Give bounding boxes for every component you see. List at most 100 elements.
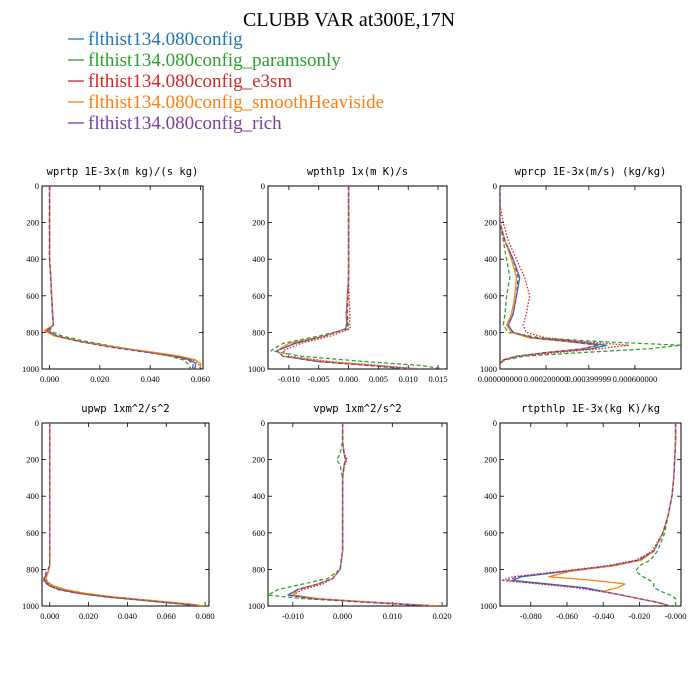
x-tick-label: -0.000	[665, 611, 687, 621]
series-group	[270, 186, 445, 369]
y-tick-label: 400	[484, 491, 497, 501]
legend-item: flthist134.080config	[68, 29, 243, 50]
legend-label: flthist134.080config_rich	[88, 113, 282, 134]
x-tick-label: 0.000	[333, 611, 352, 621]
y-tick-label: 800	[484, 564, 497, 574]
x-tick-label: 0.060	[157, 611, 176, 621]
series-line	[635, 423, 677, 606]
x-tick-label: 0.010	[399, 374, 418, 384]
plot-frame	[499, 185, 682, 370]
series-line	[46, 186, 197, 369]
series-line	[43, 423, 202, 606]
series-group	[43, 423, 206, 606]
x-tick-label: 0.080	[196, 611, 215, 621]
x-tick-label: 0.005	[369, 374, 388, 384]
x-tick-label: 0.010	[383, 611, 402, 621]
series-group	[501, 423, 677, 606]
y-tick-label: 400	[484, 254, 497, 264]
series-line	[501, 423, 677, 606]
legend-label: flthist134.080config	[88, 29, 243, 50]
plot-frame	[267, 422, 448, 607]
panel-title: vpwp 1xm^2/s^2	[313, 403, 402, 415]
series-line	[506, 423, 677, 606]
chart-panel: vpwp 1xm^2/s^2 0 200 400 600 800 1000 -0.010 0.0…	[248, 403, 452, 621]
chart-panel: wprtp 1E-3x(m kg)/(s kg) 0 200 400 600 800 100…	[22, 166, 210, 384]
x-tick-label: -0.010	[282, 611, 304, 621]
series-group	[268, 423, 443, 606]
y-tick-label: 200	[26, 218, 39, 228]
legend-item: flthist134.080config_paramsonly	[68, 50, 341, 71]
legend-item: flthist134.080config_smoothHeaviside	[68, 92, 384, 113]
panel-title: wprcp 1E-3x(m/s) (kg/kg)	[515, 166, 667, 178]
series-line	[45, 423, 198, 606]
x-tick-label: 0.000	[40, 374, 59, 384]
series-line	[287, 423, 433, 606]
x-tick-label: 0.000399999	[567, 374, 612, 384]
series-group	[500, 186, 681, 369]
x-tick-label: 0.040	[118, 611, 137, 621]
y-tick-label: 600	[26, 528, 39, 538]
x-tick-label: 0.000	[339, 374, 358, 384]
y-tick-label: 800	[26, 564, 39, 574]
y-tick-label: 600	[252, 528, 265, 538]
panel-title: upwp 1xm^2/s^2	[81, 403, 170, 415]
series-line	[43, 423, 200, 606]
series-line	[292, 423, 438, 606]
panel-title: wprtp 1E-3x(m kg)/(s kg)	[47, 166, 199, 178]
y-tick-label: 200	[252, 218, 265, 228]
y-tick-label: 200	[484, 218, 497, 228]
y-tick-label: 0	[261, 418, 265, 428]
y-tick-label: 0	[493, 418, 497, 428]
x-tick-label: 0.000000000	[478, 374, 523, 384]
y-tick-label: 800	[26, 327, 39, 337]
x-tick-label: 0.000	[40, 611, 59, 621]
figure-title: CLUBB VAR at300E,17N	[243, 9, 455, 31]
y-tick-label: 0	[35, 181, 39, 191]
panel-title: rtpthlp 1E-3x(kg K)/kg	[521, 403, 660, 415]
legend-label: flthist134.080config_smoothHeaviside	[88, 92, 384, 113]
y-tick-label: 1000	[248, 601, 265, 611]
y-tick-label: 1000	[248, 364, 265, 374]
series-line	[292, 423, 443, 606]
series-line	[512, 423, 677, 606]
x-tick-label: 0.060	[191, 374, 210, 384]
series-line	[43, 186, 202, 369]
y-tick-label: 0	[493, 181, 497, 191]
y-tick-label: 1000	[22, 601, 39, 611]
y-tick-label: 600	[484, 528, 497, 538]
series-line	[46, 186, 194, 369]
x-tick-label: -0.020	[628, 611, 650, 621]
y-tick-label: 400	[252, 491, 265, 501]
y-tick-label: 800	[252, 327, 265, 337]
chart-panels: wprtp 1E-3x(m kg)/(s kg) 0 200 400 600 800 100…	[22, 166, 687, 621]
legend: flthist134.080configflthist134.080config…	[68, 29, 384, 134]
series-line	[48, 186, 192, 369]
x-tick-label: -0.060	[556, 611, 578, 621]
x-tick-label: -0.005	[308, 374, 330, 384]
x-tick-label: 0.015	[428, 374, 447, 384]
legend-item: flthist134.080config_e3sm	[68, 71, 292, 92]
y-tick-label: 400	[252, 254, 265, 264]
chart-panel: wprcp 1E-3x(m/s) (kg/kg) 0 200 400 600 800 100…	[478, 166, 682, 384]
y-tick-label: 600	[484, 291, 497, 301]
y-tick-label: 400	[26, 491, 39, 501]
series-line	[548, 423, 677, 606]
series-line	[268, 423, 433, 606]
y-tick-label: 800	[252, 564, 265, 574]
series-line	[43, 423, 204, 606]
x-tick-label: -0.040	[592, 611, 614, 621]
legend-label: flthist134.080config_paramsonly	[88, 50, 341, 71]
chart-panel: rtpthlp 1E-3x(kg K)/kg 0 200 400 600 800 1000 -…	[480, 403, 687, 621]
x-tick-label: 0.020	[79, 611, 98, 621]
series-line	[276, 186, 409, 369]
panel-title: wpthlp 1x(m K)/s	[307, 166, 408, 178]
y-tick-label: 800	[484, 327, 497, 337]
x-tick-label: 0.020	[90, 374, 109, 384]
chart-panel: wpthlp 1x(m K)/s 0 200 400 600 800 1000 -0.010-…	[248, 166, 448, 384]
y-tick-label: 1000	[22, 364, 39, 374]
series-line	[45, 423, 206, 606]
legend-label: flthist134.080config_e3sm	[88, 71, 292, 92]
x-tick-label: 0.040	[141, 374, 160, 384]
